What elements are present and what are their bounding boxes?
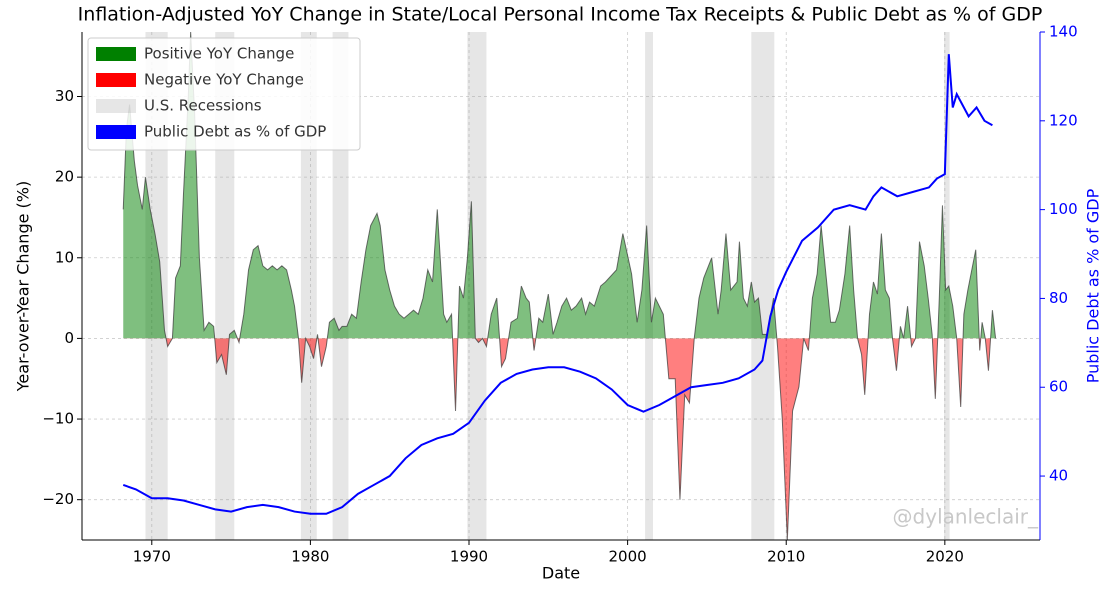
chart-title: Inflation-Adjusted YoY Change in State/L… (78, 4, 1043, 26)
y2-tick-label: 140 (1049, 23, 1078, 41)
x-tick-label: 1990 (450, 548, 488, 566)
y-tick-label: −10 (42, 410, 74, 428)
y-tick-label: 0 (64, 329, 74, 347)
y-tick-label: −20 (42, 490, 74, 508)
y-tick-label: 30 (55, 87, 74, 105)
y-tick-label: 10 (55, 248, 74, 266)
legend-label: Public Debt as % of GDP (144, 123, 326, 141)
x-tick-label: 2020 (926, 548, 964, 566)
recession-band (751, 32, 775, 540)
y2-tick-label: 80 (1049, 289, 1068, 307)
y2-tick-label: 60 (1049, 378, 1068, 396)
x-tick-label: 2000 (609, 548, 647, 566)
legend-label: Positive YoY Change (144, 45, 294, 63)
debt-line (122, 54, 993, 515)
x-tick-label: 2010 (767, 548, 805, 566)
legend-swatch (96, 125, 136, 139)
x-axis-label: Date (542, 564, 580, 583)
legend-swatch (96, 99, 136, 113)
legend-box (87, 37, 361, 151)
y2-tick-label: 40 (1049, 467, 1068, 485)
recession-band (944, 32, 950, 540)
x-tick-label: 1980 (291, 548, 329, 566)
x-tick-label: 1970 (133, 548, 171, 566)
legend-swatch (96, 73, 136, 87)
y2-axis-label: Public Debt as % of GDP (1084, 188, 1103, 383)
legend-label: U.S. Recessions (144, 97, 262, 115)
recession-band (467, 32, 487, 540)
legend-label: Negative YoY Change (144, 71, 304, 89)
y2-tick-label: 120 (1049, 111, 1078, 129)
recession-band (215, 32, 235, 540)
yoy-outline (122, 31, 997, 541)
y-tick-label: 20 (55, 168, 74, 186)
recession-band (332, 32, 349, 540)
legend-swatch (96, 47, 136, 61)
watermark: @dylanleclair_ (893, 505, 1039, 529)
recession-band (300, 32, 317, 540)
y2-tick-label: 100 (1049, 200, 1078, 218)
y-axis-label: Year-over-Year Change (%) (14, 181, 33, 392)
